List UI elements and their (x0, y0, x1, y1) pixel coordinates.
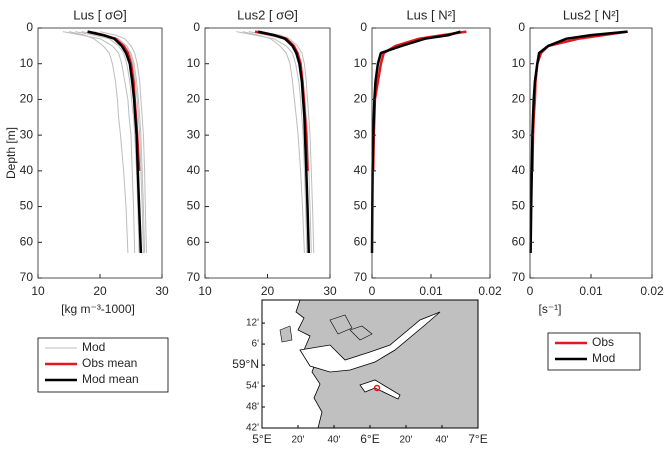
y-tick-label: 0 (26, 20, 33, 34)
x-tick-label: 30 (155, 284, 169, 298)
y-tick-label: 6' (252, 339, 260, 350)
x-axis-label: [s⁻¹] (539, 302, 562, 316)
y-tick-label: 0 (360, 20, 367, 34)
legend-label: Mod (82, 340, 105, 354)
y-tick-label: 0 (193, 20, 200, 34)
y-tick-label: 50 (512, 199, 526, 213)
y-tick-label: 10 (20, 56, 34, 70)
y-tick-label: 10 (512, 56, 526, 70)
x-tick-label: 0.01 (579, 284, 603, 298)
legend-box (547, 332, 641, 371)
y-tick-label: 40 (20, 163, 34, 177)
x-tick-label: 20 (261, 284, 275, 298)
y-tick-label: 30 (512, 127, 526, 141)
y-tick-label: 10 (354, 56, 368, 70)
x-tick-label: 30 (323, 284, 337, 298)
profile-line (93, 31, 146, 254)
x-tick-label: 40' (327, 435, 340, 446)
map-art (261, 299, 479, 429)
y-tick-label: 50 (354, 199, 368, 213)
y-tick-label: 12' (246, 318, 259, 329)
y-axis-label: Depth [m] (4, 127, 18, 179)
y-tick-label: 48' (246, 402, 259, 413)
legend-label: Mod (592, 351, 615, 365)
y-tick-label: 70 (20, 270, 34, 284)
panel-title: Lus [ N²] (406, 7, 455, 22)
x-tick-label: 0 (527, 284, 534, 298)
y-tick-label: 70 (354, 270, 368, 284)
x-tick-label: 7°E (468, 432, 487, 446)
profile-line (62, 31, 136, 254)
y-tick-label: 20 (20, 92, 34, 106)
fjord (299, 311, 441, 373)
x-tick-label: 10 (198, 284, 212, 298)
x-tick-label: 5°E (252, 432, 271, 446)
profile-line (87, 30, 143, 254)
islands (279, 314, 373, 343)
lysefjord (359, 379, 401, 400)
y-tick-label: 70 (512, 270, 526, 284)
profile-line (261, 31, 315, 254)
y-tick-label: 0 (518, 20, 525, 34)
y-tick-label: 42' (246, 423, 259, 434)
y-tick-label: 60 (354, 234, 368, 248)
profile-line (68, 31, 129, 254)
x-tick-label: 10 (31, 284, 45, 298)
x-tick-label: 0 (369, 284, 376, 298)
y-tick-label: 40 (512, 163, 526, 177)
y-tick-label: 60 (20, 234, 34, 248)
x-tick-label: 20' (399, 435, 412, 446)
x-tick-label: 6°E (360, 432, 379, 446)
y-tick-label: 30 (354, 127, 368, 141)
profile-line (242, 31, 305, 254)
x-tick-label: 0.01 (419, 284, 443, 298)
legend-label: Obs mean (82, 356, 137, 370)
y-tick-label: 10 (187, 56, 201, 70)
x-tick-label: 40' (435, 435, 448, 446)
y-tick-label: 54' (246, 381, 259, 392)
plot-area (372, 28, 490, 278)
y-tick-label: 30 (20, 127, 34, 141)
y-tick-label: 40 (354, 163, 368, 177)
panel-title: Lus2 [ σΘ] (237, 7, 298, 22)
profile-line (99, 31, 147, 254)
y-tick-label: 30 (187, 127, 201, 141)
panel-title: Lus [ σΘ] (73, 7, 127, 22)
y-tick-label: 60 (512, 234, 526, 248)
x-axis-label: [kg m⁻³-1000] (61, 302, 135, 316)
y-tick-label: 59°N (232, 357, 259, 371)
y-tick-label: 60 (187, 234, 201, 248)
y-tick-label: 20 (512, 92, 526, 106)
plot-area (530, 28, 652, 278)
y-tick-label: 40 (187, 163, 201, 177)
x-tick-label: 0.02 (478, 284, 502, 298)
profile-line (257, 30, 311, 254)
panel-title: Lus2 [ N²] (563, 7, 619, 22)
station (373, 384, 381, 392)
y-tick-label: 20 (187, 92, 201, 106)
x-tick-label: 0.02 (640, 284, 664, 298)
y-tick-label: 50 (187, 199, 201, 213)
x-tick-label: 20' (291, 435, 304, 446)
y-tick-label: 50 (20, 199, 34, 213)
y-tick-label: 70 (187, 270, 201, 284)
x-tick-label: 20 (93, 284, 107, 298)
legend-label: Mod mean (82, 372, 139, 386)
y-tick-label: 20 (354, 92, 368, 106)
profile-line (236, 31, 308, 254)
legend-label: Obs (592, 335, 614, 349)
